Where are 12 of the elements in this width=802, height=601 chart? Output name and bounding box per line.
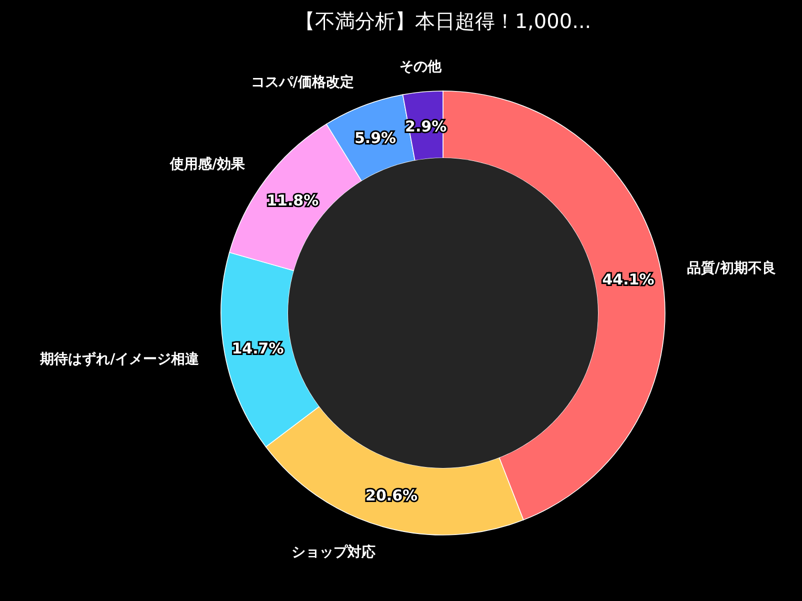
slice-label: ショップ対応 <box>291 544 376 561</box>
slice-label: 期待はずれ/イメージ相違 <box>39 352 200 368</box>
chart-title: 【不満分析】本日超得！1,000... <box>294 9 592 33</box>
data-label: 5.9% <box>354 129 396 148</box>
slice-label: 品質/初期不良 <box>686 259 776 276</box>
data-label: 11.8% <box>266 191 319 210</box>
data-label: 44.1% <box>602 270 654 288</box>
slice-label: その他 <box>399 59 442 76</box>
slice-label: コスパ/価格改定 <box>250 74 354 91</box>
data-label: 14.7% <box>232 340 284 358</box>
data-label: 20.6% <box>366 486 418 504</box>
slice-label: 使用感/効果 <box>169 156 246 172</box>
